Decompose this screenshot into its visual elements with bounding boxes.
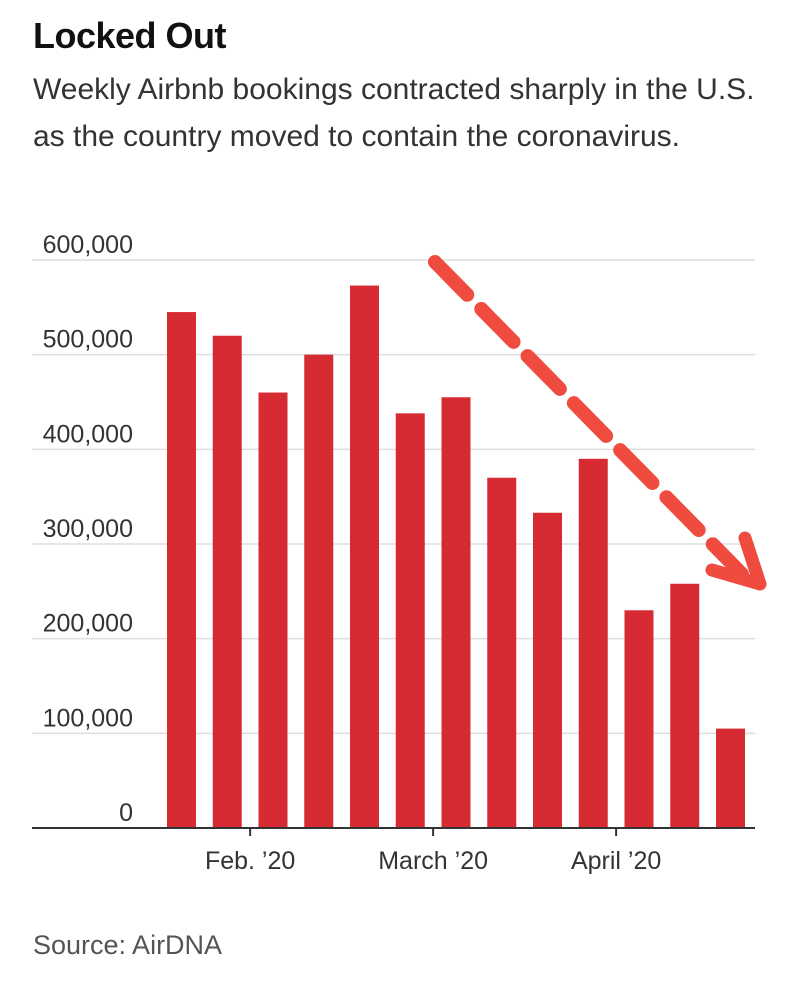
bar [167, 312, 196, 828]
bar [350, 285, 379, 828]
bar [395, 413, 425, 828]
y-tick-label: 400,000 [43, 420, 133, 448]
bar [624, 610, 654, 828]
bar-chart: 0 100,000 200,000 300,000 400,000 500,000 600,… [32, 231, 767, 875]
x-tick-label: Feb. ’20 [205, 847, 295, 875]
bars [167, 285, 745, 828]
y-tick-label: 500,000 [43, 326, 133, 354]
arrow-head [705, 531, 767, 591]
chart-title: Locked Out [33, 15, 227, 56]
bar [716, 728, 745, 828]
axes: 0 100,000 200,000 300,000 400,000 500,000 600,… [32, 231, 755, 875]
bar [212, 335, 242, 828]
bar [670, 583, 700, 828]
source-note: Source: AirDNA [33, 930, 223, 960]
x-tick-label: April ’20 [571, 847, 661, 875]
y-tick-label: 0 [119, 799, 133, 827]
x-tick-label: March ’20 [378, 847, 488, 875]
bar [441, 397, 471, 828]
y-tick-label: 100,000 [43, 704, 133, 732]
y-tick-label: 200,000 [43, 610, 133, 638]
bar [578, 458, 608, 828]
chart-subtitle: Weekly Airbnb bookings contracted sharpl… [33, 73, 755, 153]
y-tick-label: 600,000 [43, 231, 133, 259]
bar [258, 392, 288, 828]
bar [304, 354, 334, 828]
arrow-shaft [428, 255, 749, 581]
bar [487, 477, 517, 828]
bar [533, 512, 562, 828]
y-tick-label: 300,000 [43, 515, 133, 543]
decline-arrow [428, 255, 767, 591]
